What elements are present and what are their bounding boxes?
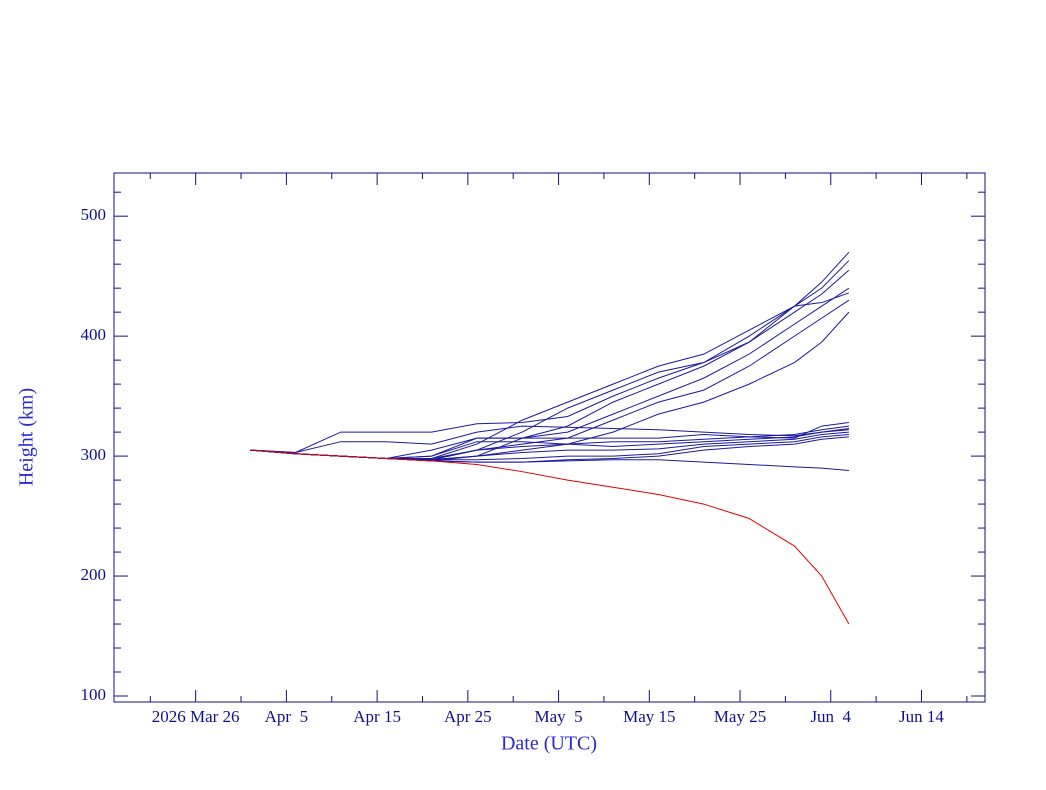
data-line (250, 251, 850, 459)
plot-frame (113, 172, 986, 703)
data-line (250, 449, 850, 625)
x-tick-label: 2026 Mar 26 (152, 707, 240, 726)
x-tick-label: Apr 25 (444, 707, 492, 726)
data-line (250, 269, 850, 461)
data-line (250, 260, 850, 461)
x-tick-label: Apr 5 (265, 707, 308, 726)
data-line (250, 425, 849, 453)
y-axis-title: Height (km) (16, 388, 38, 486)
x-tick-label: Apr 15 (353, 707, 401, 726)
x-tick-label: May 15 (623, 707, 675, 726)
y-tick-label: 500 (81, 205, 107, 224)
x-tick-label: May 5 (534, 707, 582, 726)
y-tick-label: 200 (81, 565, 107, 584)
x-axis-title: Date (UTC) (501, 733, 597, 755)
data-line (250, 292, 850, 453)
x-tick-label: Jun 14 (899, 707, 944, 726)
y-tick-label: 300 (81, 445, 107, 464)
y-tick-label: 400 (81, 325, 107, 344)
x-tick-label: Jun 4 (810, 707, 851, 726)
x-tick-label: May 25 (714, 707, 766, 726)
y-tick-label: 100 (81, 685, 107, 704)
